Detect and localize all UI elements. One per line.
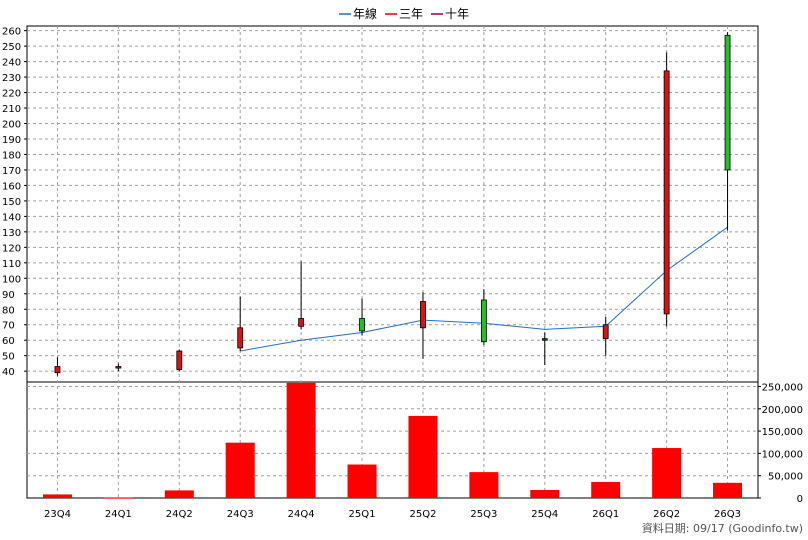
candlestick bbox=[298, 261, 305, 330]
price-tick-label: 60 bbox=[2, 336, 15, 347]
candlestick bbox=[663, 52, 670, 327]
volume-bar bbox=[103, 497, 133, 499]
volume-bar bbox=[42, 494, 72, 498]
candlestick bbox=[237, 296, 244, 352]
volume-bar bbox=[469, 472, 499, 498]
price-tick-label: 140 bbox=[2, 212, 21, 223]
price-tick-label: 260 bbox=[2, 27, 21, 38]
candle-body bbox=[176, 350, 183, 371]
price-tick-label: 120 bbox=[2, 243, 21, 254]
volume-bars bbox=[42, 382, 743, 499]
volume-tick-label: 250,000 bbox=[762, 382, 803, 393]
volume-bar bbox=[286, 382, 316, 498]
volume-tick-label: 0 bbox=[797, 494, 803, 505]
price-tick-label: 250 bbox=[2, 42, 21, 53]
x-tick-label: 24Q2 bbox=[166, 509, 193, 520]
volume-tick-label: 100,000 bbox=[762, 449, 803, 460]
price-panel-frame bbox=[26, 25, 759, 383]
candle-body bbox=[298, 318, 305, 327]
volume-tick-label: 200,000 bbox=[762, 405, 803, 416]
price-tick-label: 170 bbox=[2, 166, 21, 177]
price-tick-label: 130 bbox=[2, 228, 21, 239]
price-tick-label: 110 bbox=[2, 259, 21, 270]
candle-body bbox=[359, 318, 365, 332]
price-tick-label: 160 bbox=[2, 181, 21, 192]
x-tick-label: 25Q2 bbox=[409, 509, 436, 520]
x-tick-label: 25Q1 bbox=[349, 509, 376, 520]
x-tick-label: 23Q4 bbox=[44, 509, 71, 520]
volume-bar bbox=[408, 415, 438, 498]
x-tick-label: 25Q4 bbox=[531, 509, 558, 520]
x-tick-label: 26Q2 bbox=[653, 509, 680, 520]
price-tick-label: 190 bbox=[2, 135, 21, 146]
price-tick-label: 180 bbox=[2, 150, 21, 161]
volume-panel-frame bbox=[26, 381, 759, 499]
candlestick bbox=[176, 349, 183, 372]
candlestick bbox=[359, 298, 365, 336]
price-tick-label: 90 bbox=[2, 290, 15, 301]
price-tick-label: 210 bbox=[2, 104, 21, 115]
x-tick-label: 24Q1 bbox=[105, 509, 132, 520]
x-tick-label: 26Q3 bbox=[714, 509, 741, 520]
price-tick-label: 50 bbox=[2, 352, 15, 363]
candle-body bbox=[541, 338, 548, 341]
volume-tick-label: 150,000 bbox=[762, 427, 803, 438]
x-tick-label: 24Q3 bbox=[227, 509, 254, 520]
volume-bar bbox=[225, 442, 255, 498]
candlesticks bbox=[54, 32, 731, 376]
x-tick-label: 26Q1 bbox=[592, 509, 619, 520]
volume-axis: 0 50,000 100,000 150,000 200,000 250,000 bbox=[758, 382, 803, 505]
candle-body bbox=[115, 366, 122, 369]
candle-body bbox=[602, 324, 609, 340]
price-tick-label: 150 bbox=[2, 197, 21, 208]
price-tick-label: 40 bbox=[2, 367, 15, 378]
candlestick bbox=[541, 332, 548, 365]
candlestick bbox=[115, 363, 122, 372]
volume-tick-label: 50,000 bbox=[768, 472, 803, 483]
candlestick bbox=[724, 32, 731, 231]
price-tick-label: 70 bbox=[2, 321, 15, 332]
price-tick-label: 230 bbox=[2, 73, 21, 84]
legend-annual-label: 年線 bbox=[353, 6, 377, 21]
candle-body bbox=[480, 299, 487, 343]
x-tick-label: 25Q3 bbox=[470, 509, 497, 520]
volume-bar bbox=[652, 448, 682, 498]
legend-ten-year-label: 十年 bbox=[445, 7, 469, 21]
grid-lines bbox=[27, 26, 758, 498]
candle-body bbox=[54, 366, 61, 374]
volume-bar bbox=[347, 464, 377, 498]
x-axis: 23Q4 24Q1 24Q2 24Q3 24Q4 25Q1 25Q2 25Q3 25Q4 26Q1… bbox=[44, 509, 741, 520]
legend: 年線 三年 十年 bbox=[339, 6, 469, 21]
price-tick-label: 100 bbox=[2, 274, 21, 285]
volume-bar bbox=[591, 481, 621, 498]
x-tick-label: 24Q4 bbox=[288, 509, 315, 520]
price-tick-label: 220 bbox=[2, 89, 21, 100]
volume-bar bbox=[530, 489, 560, 498]
candlestick bbox=[480, 289, 487, 345]
candlestick bbox=[602, 316, 609, 356]
data-date-credit: 資料日期: 09/17 (Goodinfo.tw) bbox=[642, 521, 803, 535]
price-tick-label: 80 bbox=[2, 305, 15, 316]
price-tick-label: 200 bbox=[2, 120, 21, 131]
candle-body bbox=[237, 327, 244, 349]
candlestick bbox=[54, 357, 61, 376]
candle-body bbox=[724, 34, 731, 171]
price-axis: 40 50 60 70 80 90 100 110 120 130 140 150 160 170 180 1… bbox=[2, 27, 27, 378]
volume-bar bbox=[164, 490, 194, 498]
candlestick bbox=[420, 292, 426, 359]
price-tick-label: 240 bbox=[2, 58, 21, 69]
legend-three-year-label: 三年 bbox=[399, 7, 423, 21]
candle-body bbox=[420, 301, 426, 329]
candle-body bbox=[663, 70, 670, 315]
volume-bar bbox=[713, 482, 743, 498]
